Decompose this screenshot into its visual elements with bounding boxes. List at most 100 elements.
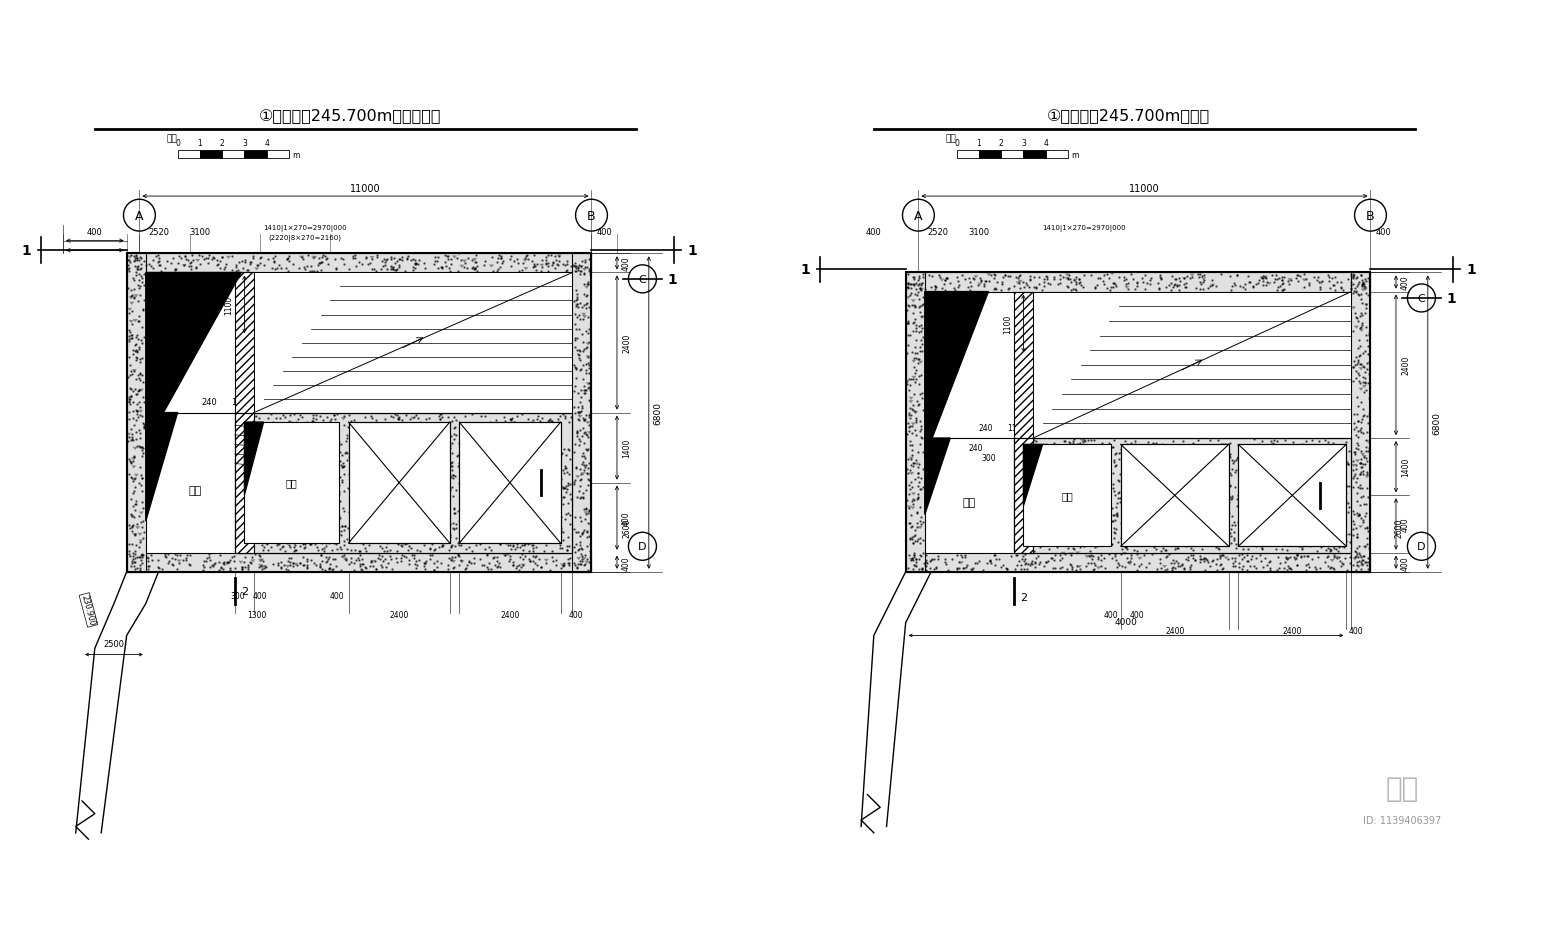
Point (1039, 508, 1064, 522)
Point (1193, 524, 1218, 539)
Point (1167, 499, 1192, 514)
Point (237, 436, 262, 451)
Point (1352, 376, 1377, 391)
Point (441, 502, 466, 517)
Point (427, 412, 452, 427)
Point (436, 478, 461, 493)
Point (400, 444, 425, 458)
Point (576, 376, 601, 391)
Point (430, 537, 455, 552)
Point (1242, 525, 1267, 540)
Point (351, 558, 375, 573)
Point (388, 252, 413, 267)
Point (332, 257, 357, 272)
Point (422, 542, 447, 557)
Point (561, 259, 586, 274)
Point (120, 523, 145, 538)
Point (1028, 474, 1053, 489)
Point (232, 555, 257, 570)
Point (1234, 439, 1259, 454)
Point (977, 554, 1002, 569)
Point (343, 251, 368, 266)
Point (1016, 521, 1041, 535)
Point (442, 419, 467, 434)
Point (310, 465, 335, 480)
Point (354, 544, 379, 559)
Point (433, 530, 458, 545)
Point (302, 481, 327, 496)
Point (1142, 513, 1167, 528)
Point (1290, 437, 1315, 452)
Point (897, 378, 922, 393)
Point (566, 262, 590, 277)
Point (1150, 477, 1175, 492)
Point (128, 401, 153, 416)
Point (435, 468, 460, 483)
Point (1355, 274, 1380, 289)
Point (251, 460, 276, 475)
Point (302, 463, 327, 478)
Point (290, 511, 315, 526)
Point (1167, 533, 1192, 548)
Point (1154, 280, 1179, 295)
Polygon shape (575, 476, 580, 479)
Point (463, 463, 488, 478)
Point (475, 528, 500, 543)
Point (1265, 549, 1290, 564)
Point (227, 518, 252, 533)
Point (360, 463, 385, 478)
Point (1220, 551, 1245, 566)
Point (904, 552, 929, 567)
Point (438, 468, 463, 483)
Point (552, 497, 576, 512)
Point (332, 504, 357, 519)
Point (1239, 463, 1264, 478)
Point (897, 383, 922, 398)
Point (1036, 542, 1061, 557)
Point (340, 249, 365, 264)
Point (1102, 521, 1126, 535)
Point (466, 460, 491, 475)
Point (393, 456, 418, 470)
Point (375, 556, 400, 571)
Point (375, 437, 400, 452)
Point (1016, 529, 1041, 544)
Point (569, 267, 594, 282)
Point (458, 556, 483, 571)
Point (382, 477, 407, 492)
Point (902, 472, 927, 487)
Point (1234, 457, 1259, 471)
Point (352, 449, 377, 464)
Point (379, 562, 404, 577)
Point (439, 540, 464, 555)
Point (564, 561, 589, 576)
Point (1260, 462, 1285, 477)
Point (1156, 500, 1181, 515)
Point (416, 489, 441, 504)
Point (1214, 475, 1239, 490)
Point (562, 437, 587, 452)
Point (371, 544, 396, 559)
Point (1178, 478, 1203, 493)
Point (456, 444, 481, 458)
Point (982, 282, 1006, 297)
Point (290, 419, 315, 434)
Point (260, 416, 285, 431)
Point (1027, 534, 1052, 548)
Point (1036, 479, 1061, 494)
Point (262, 431, 287, 445)
Point (1123, 487, 1148, 502)
Point (901, 316, 925, 330)
Point (305, 446, 330, 461)
Point (505, 559, 530, 574)
Point (432, 521, 456, 535)
Point (471, 436, 495, 451)
Point (148, 258, 173, 273)
Point (1014, 496, 1039, 510)
Polygon shape (390, 267, 396, 271)
Point (229, 445, 254, 460)
Point (1306, 445, 1331, 459)
Point (263, 521, 288, 535)
Point (1153, 459, 1178, 474)
Point (904, 415, 929, 430)
